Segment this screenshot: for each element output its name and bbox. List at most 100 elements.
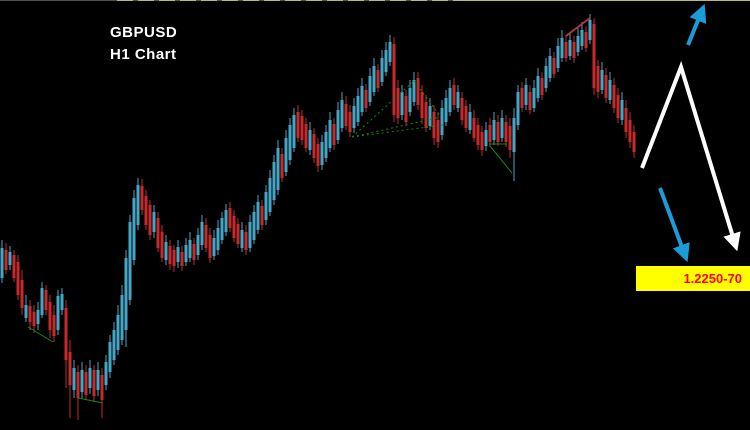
- candle-body: [436, 120, 440, 142]
- candle-body: [460, 98, 464, 120]
- candle-body: [260, 206, 264, 225]
- candle-body: [72, 368, 76, 390]
- candle-body: [320, 142, 324, 165]
- candle-body: [208, 235, 212, 258]
- candle-body: [172, 250, 176, 266]
- candle-body: [0, 248, 4, 278]
- candle-body: [628, 120, 632, 142]
- swing-low-line-left: [27, 326, 54, 343]
- swing-low-line-bottom: [77, 397, 104, 404]
- candle-body: [224, 210, 228, 232]
- candle-body: [264, 192, 268, 220]
- candle-body: [336, 110, 340, 140]
- candle-body: [280, 154, 284, 178]
- projection-up-arrow-blue: [686, 3, 707, 46]
- candle-body: [28, 306, 32, 322]
- candle-body: [556, 46, 560, 68]
- candle-body: [60, 294, 64, 310]
- candle-body: [32, 312, 36, 326]
- candle-body: [472, 118, 476, 138]
- chart-title: GBPUSD H1 Chart: [110, 22, 177, 66]
- candle-body: [500, 118, 504, 138]
- candle-body: [148, 205, 152, 235]
- candle-body: [468, 112, 472, 130]
- candle-body: [228, 208, 232, 228]
- peak-trendline-red: [565, 17, 591, 37]
- candle-body: [308, 130, 312, 150]
- candle-body: [248, 222, 252, 248]
- candle-body: [340, 100, 344, 128]
- candle-body: [576, 36, 580, 52]
- candle-body: [36, 310, 40, 324]
- candle-body: [508, 126, 512, 150]
- candle-body: [216, 228, 220, 250]
- candle-body: [548, 56, 552, 78]
- candle-body: [124, 258, 128, 330]
- base-line-diagonal: [489, 145, 513, 174]
- candle-body: [132, 198, 136, 260]
- triangle-lower-edge-a: [351, 116, 442, 138]
- candle-body: [564, 42, 568, 58]
- candle-body: [8, 252, 12, 265]
- projection-down-arrow-blue: [658, 187, 690, 263]
- candle-body: [532, 88, 536, 108]
- candle-body: [504, 122, 508, 142]
- candle-body: [352, 106, 356, 128]
- candle-body: [596, 66, 600, 92]
- candle-body: [328, 120, 332, 148]
- candle-body: [96, 370, 100, 390]
- candle-body: [104, 362, 108, 385]
- candle-body: [396, 88, 400, 118]
- candle-body: [516, 92, 520, 125]
- candle-body: [160, 232, 164, 258]
- candle-body: [420, 92, 424, 118]
- candle-body: [348, 112, 352, 132]
- candle-body: [616, 95, 620, 118]
- candle-body: [560, 38, 564, 58]
- candle-body: [376, 70, 380, 88]
- price-target-label: 1.2250-70: [636, 266, 750, 291]
- candle-body: [240, 230, 244, 248]
- candle-body: [632, 132, 636, 152]
- candle-body: [444, 98, 448, 122]
- candle-body: [612, 85, 616, 108]
- candle-body: [456, 92, 460, 108]
- candle-body: [584, 32, 588, 48]
- candle-body: [304, 124, 308, 148]
- candle-body: [608, 80, 612, 100]
- candle-body: [312, 134, 316, 158]
- candle-body: [56, 296, 60, 330]
- candle-body: [332, 124, 336, 145]
- candle-body: [424, 102, 428, 128]
- candle-body: [316, 144, 320, 166]
- candle-body: [68, 352, 72, 385]
- candle-body: [152, 212, 156, 232]
- candle-body: [64, 308, 68, 360]
- candle-body: [324, 132, 328, 158]
- candle-body: [20, 280, 24, 308]
- candle-body: [356, 96, 360, 122]
- candle-body: [116, 315, 120, 350]
- candle-body: [368, 76, 372, 102]
- candle-body: [624, 108, 628, 132]
- candle-body: [300, 116, 304, 140]
- candle-body: [212, 238, 216, 256]
- candle-body: [344, 104, 348, 126]
- candle-body: [384, 50, 388, 72]
- candle-body: [220, 218, 224, 240]
- candle-body: [448, 88, 452, 112]
- candle-body: [272, 162, 276, 200]
- candle-body: [192, 244, 196, 260]
- candle-body: [524, 85, 528, 105]
- candle-body: [464, 106, 468, 128]
- candle-body: [48, 302, 52, 330]
- candle-body: [388, 42, 392, 62]
- candle-body: [452, 85, 456, 105]
- candle-body: [200, 222, 204, 245]
- candle-body: [184, 245, 188, 262]
- candle-body: [176, 247, 180, 262]
- candle-body: [380, 58, 384, 82]
- candle-body: [144, 196, 148, 225]
